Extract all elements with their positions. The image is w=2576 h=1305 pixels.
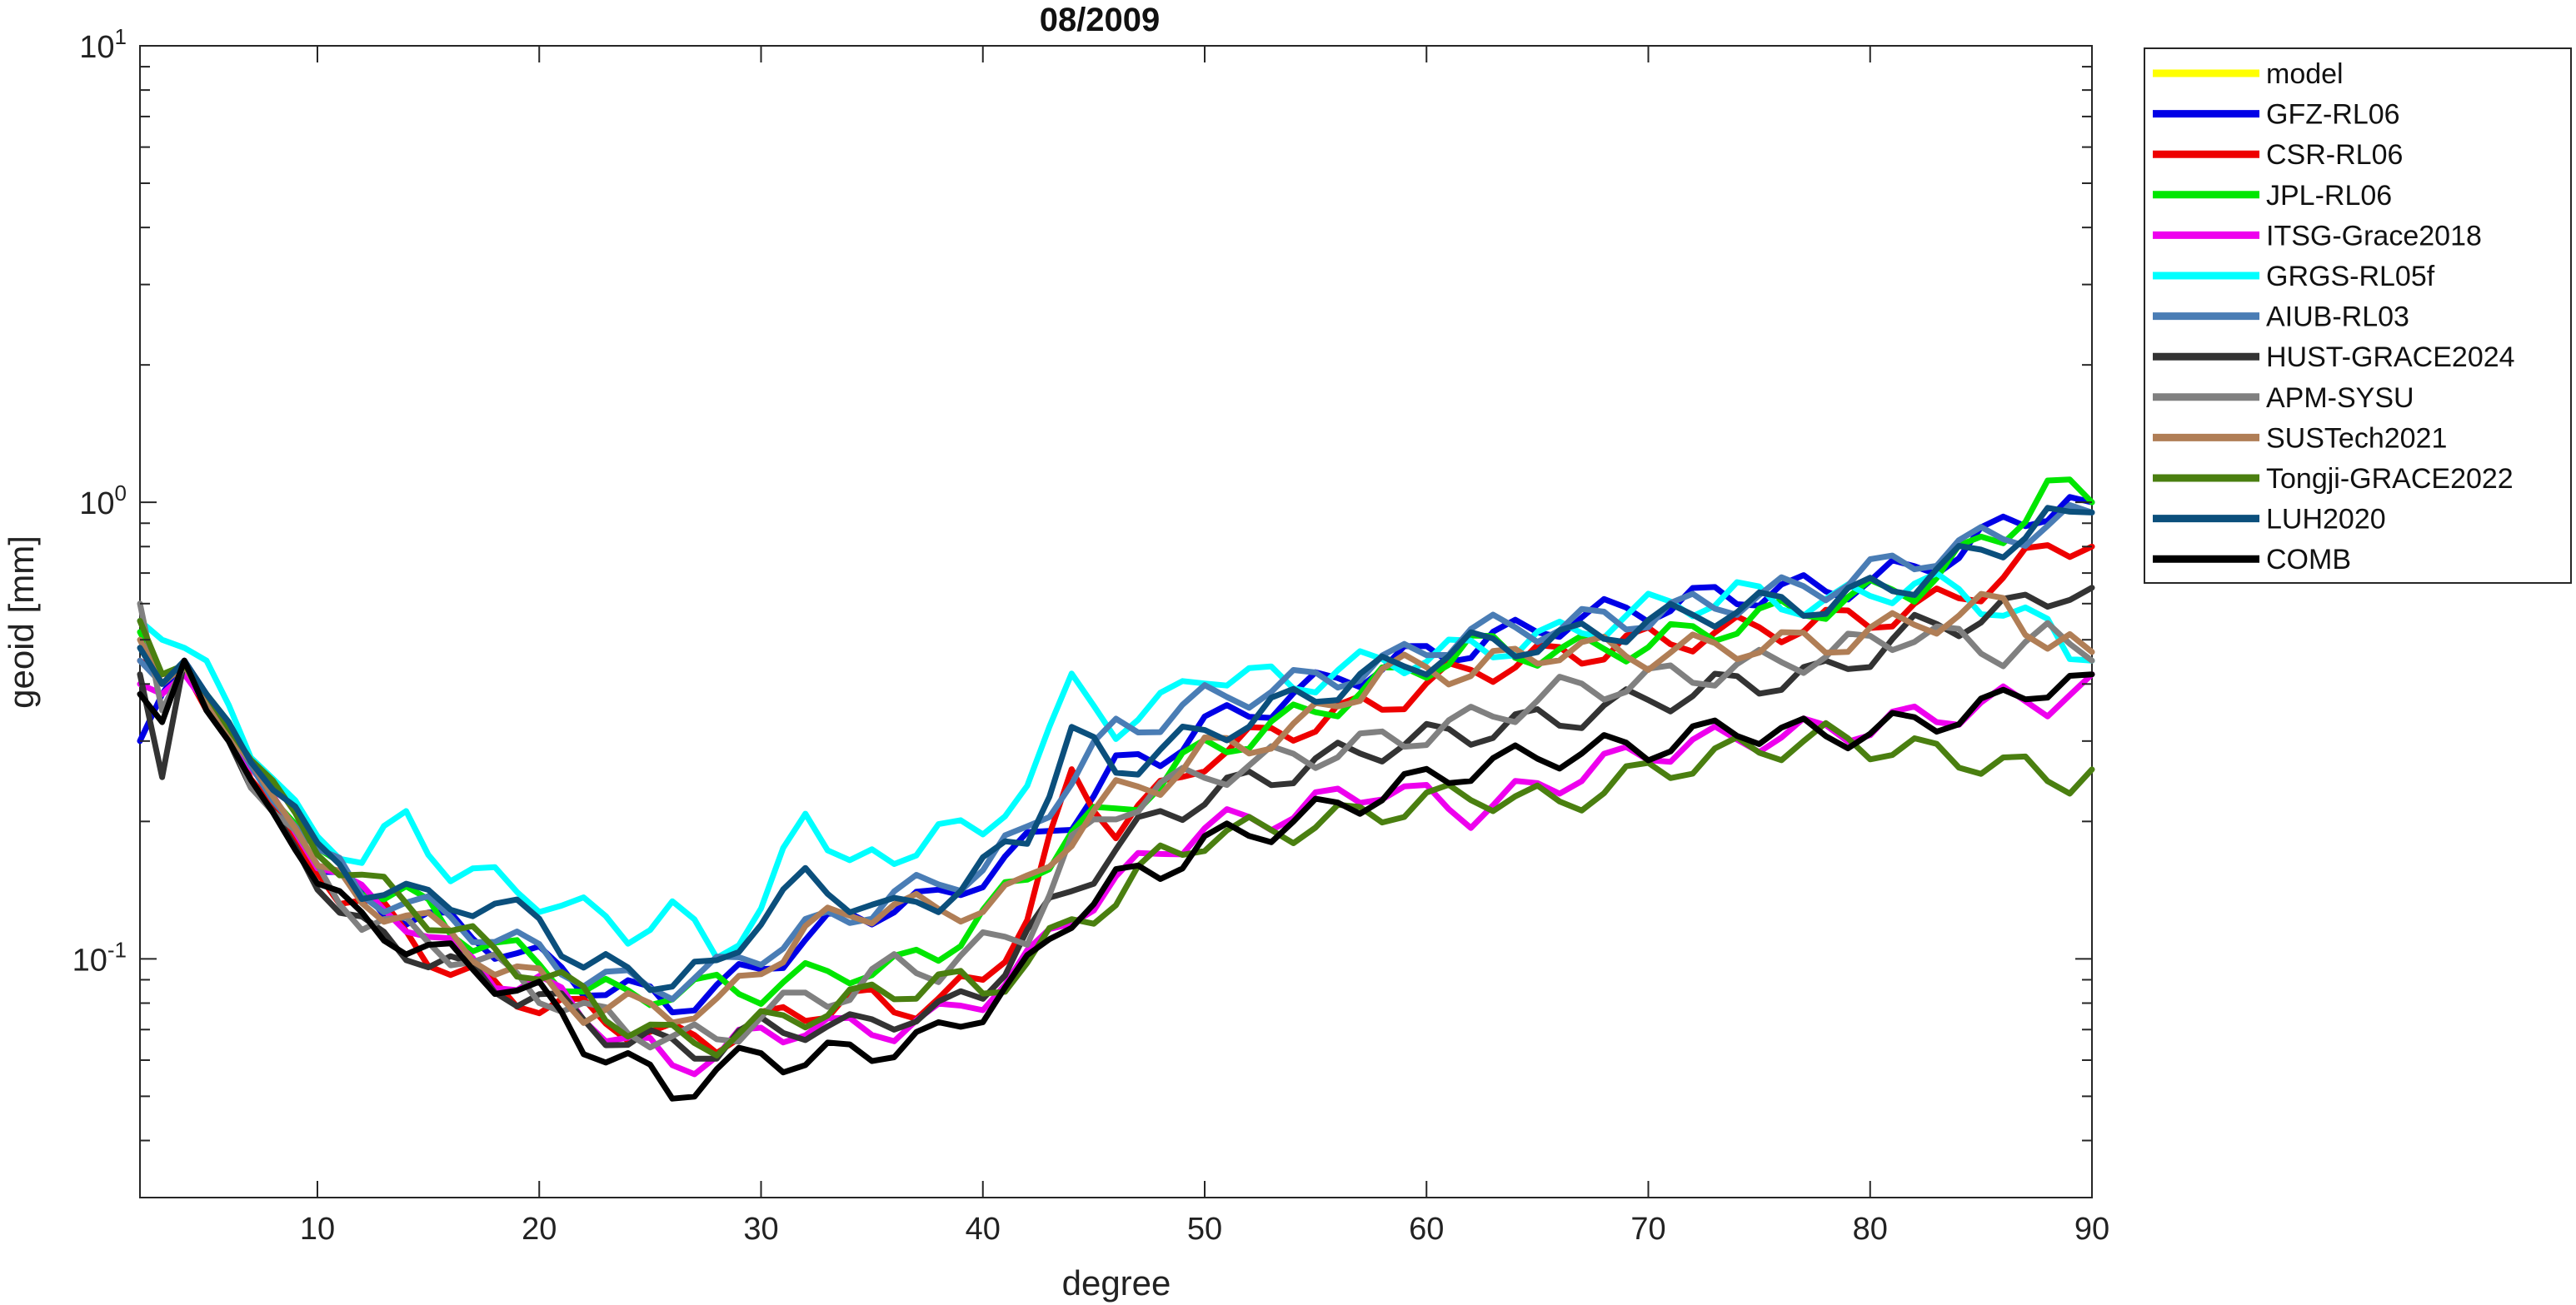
- legend: model GFZ-RL06 CSR-RL06 JPL-RL06 ITSG-Grace2…: [2144, 47, 2572, 584]
- series-line-aiub-rl03: [137, 502, 2095, 1003]
- x-tick-label: 20: [522, 1212, 557, 1247]
- x-tick-label: 80: [1853, 1212, 1888, 1247]
- series-line-luh2020: [137, 505, 2095, 994]
- legend-label: ITSG-Grace2018: [2266, 220, 2482, 252]
- series-line-csr-rl06: [137, 542, 2095, 1056]
- legend-label: CSR-RL06: [2266, 139, 2403, 171]
- y-tick-label: 101: [79, 24, 127, 65]
- series-line-jpl-rl06: [137, 476, 2095, 1009]
- x-tick-label: 50: [1187, 1212, 1222, 1247]
- y-tick-label: 100: [79, 481, 127, 521]
- x-tick-label: 70: [1630, 1212, 1665, 1247]
- series-line-tongji-grace2022: [137, 618, 2095, 1058]
- plot-area: [139, 45, 2093, 1198]
- y-tick-label: 10-1: [72, 937, 127, 978]
- legend-label: GRGS-RL05f: [2266, 261, 2435, 292]
- legend-label: JPL-RL06: [2266, 180, 2392, 212]
- x-tick-label: 60: [1409, 1212, 1444, 1247]
- series-line-comb: [137, 657, 2095, 1102]
- legend-label: HUST-GRACE2024: [2266, 341, 2515, 373]
- x-tick-label: 40: [966, 1212, 1001, 1247]
- legend-items: model GFZ-RL06 CSR-RL06 JPL-RL06 ITSG-Grace2…: [2153, 58, 2515, 575]
- legend-label: APM-SYSU: [2266, 382, 2414, 414]
- legend-label: SUSTech2021: [2266, 422, 2447, 454]
- ticks-layer: 10 20 30 40 50 60 70 80 90 101 100 10-1: [72, 24, 2110, 1247]
- legend-label: COMB: [2266, 544, 2351, 575]
- legend-label: Tongji-GRACE2022: [2266, 463, 2514, 495]
- legend-label: model: [2266, 58, 2344, 90]
- legend-label: LUH2020: [2266, 504, 2386, 535]
- chart-title: 08/2009: [1040, 2, 1161, 38]
- x-tick-label: 30: [743, 1212, 778, 1247]
- y-axis-label: geoid [mm]: [2, 535, 41, 709]
- legend-label: AIUB-RL03: [2266, 301, 2409, 333]
- x-tick-label: 10: [300, 1212, 335, 1247]
- series-layer: [137, 476, 2095, 1102]
- series-line-sustech2021: [137, 590, 2095, 1026]
- x-tick-label: 90: [2074, 1212, 2109, 1247]
- legend-label: GFZ-RL06: [2266, 99, 2400, 131]
- x-axis-label: degree: [1062, 1263, 1171, 1303]
